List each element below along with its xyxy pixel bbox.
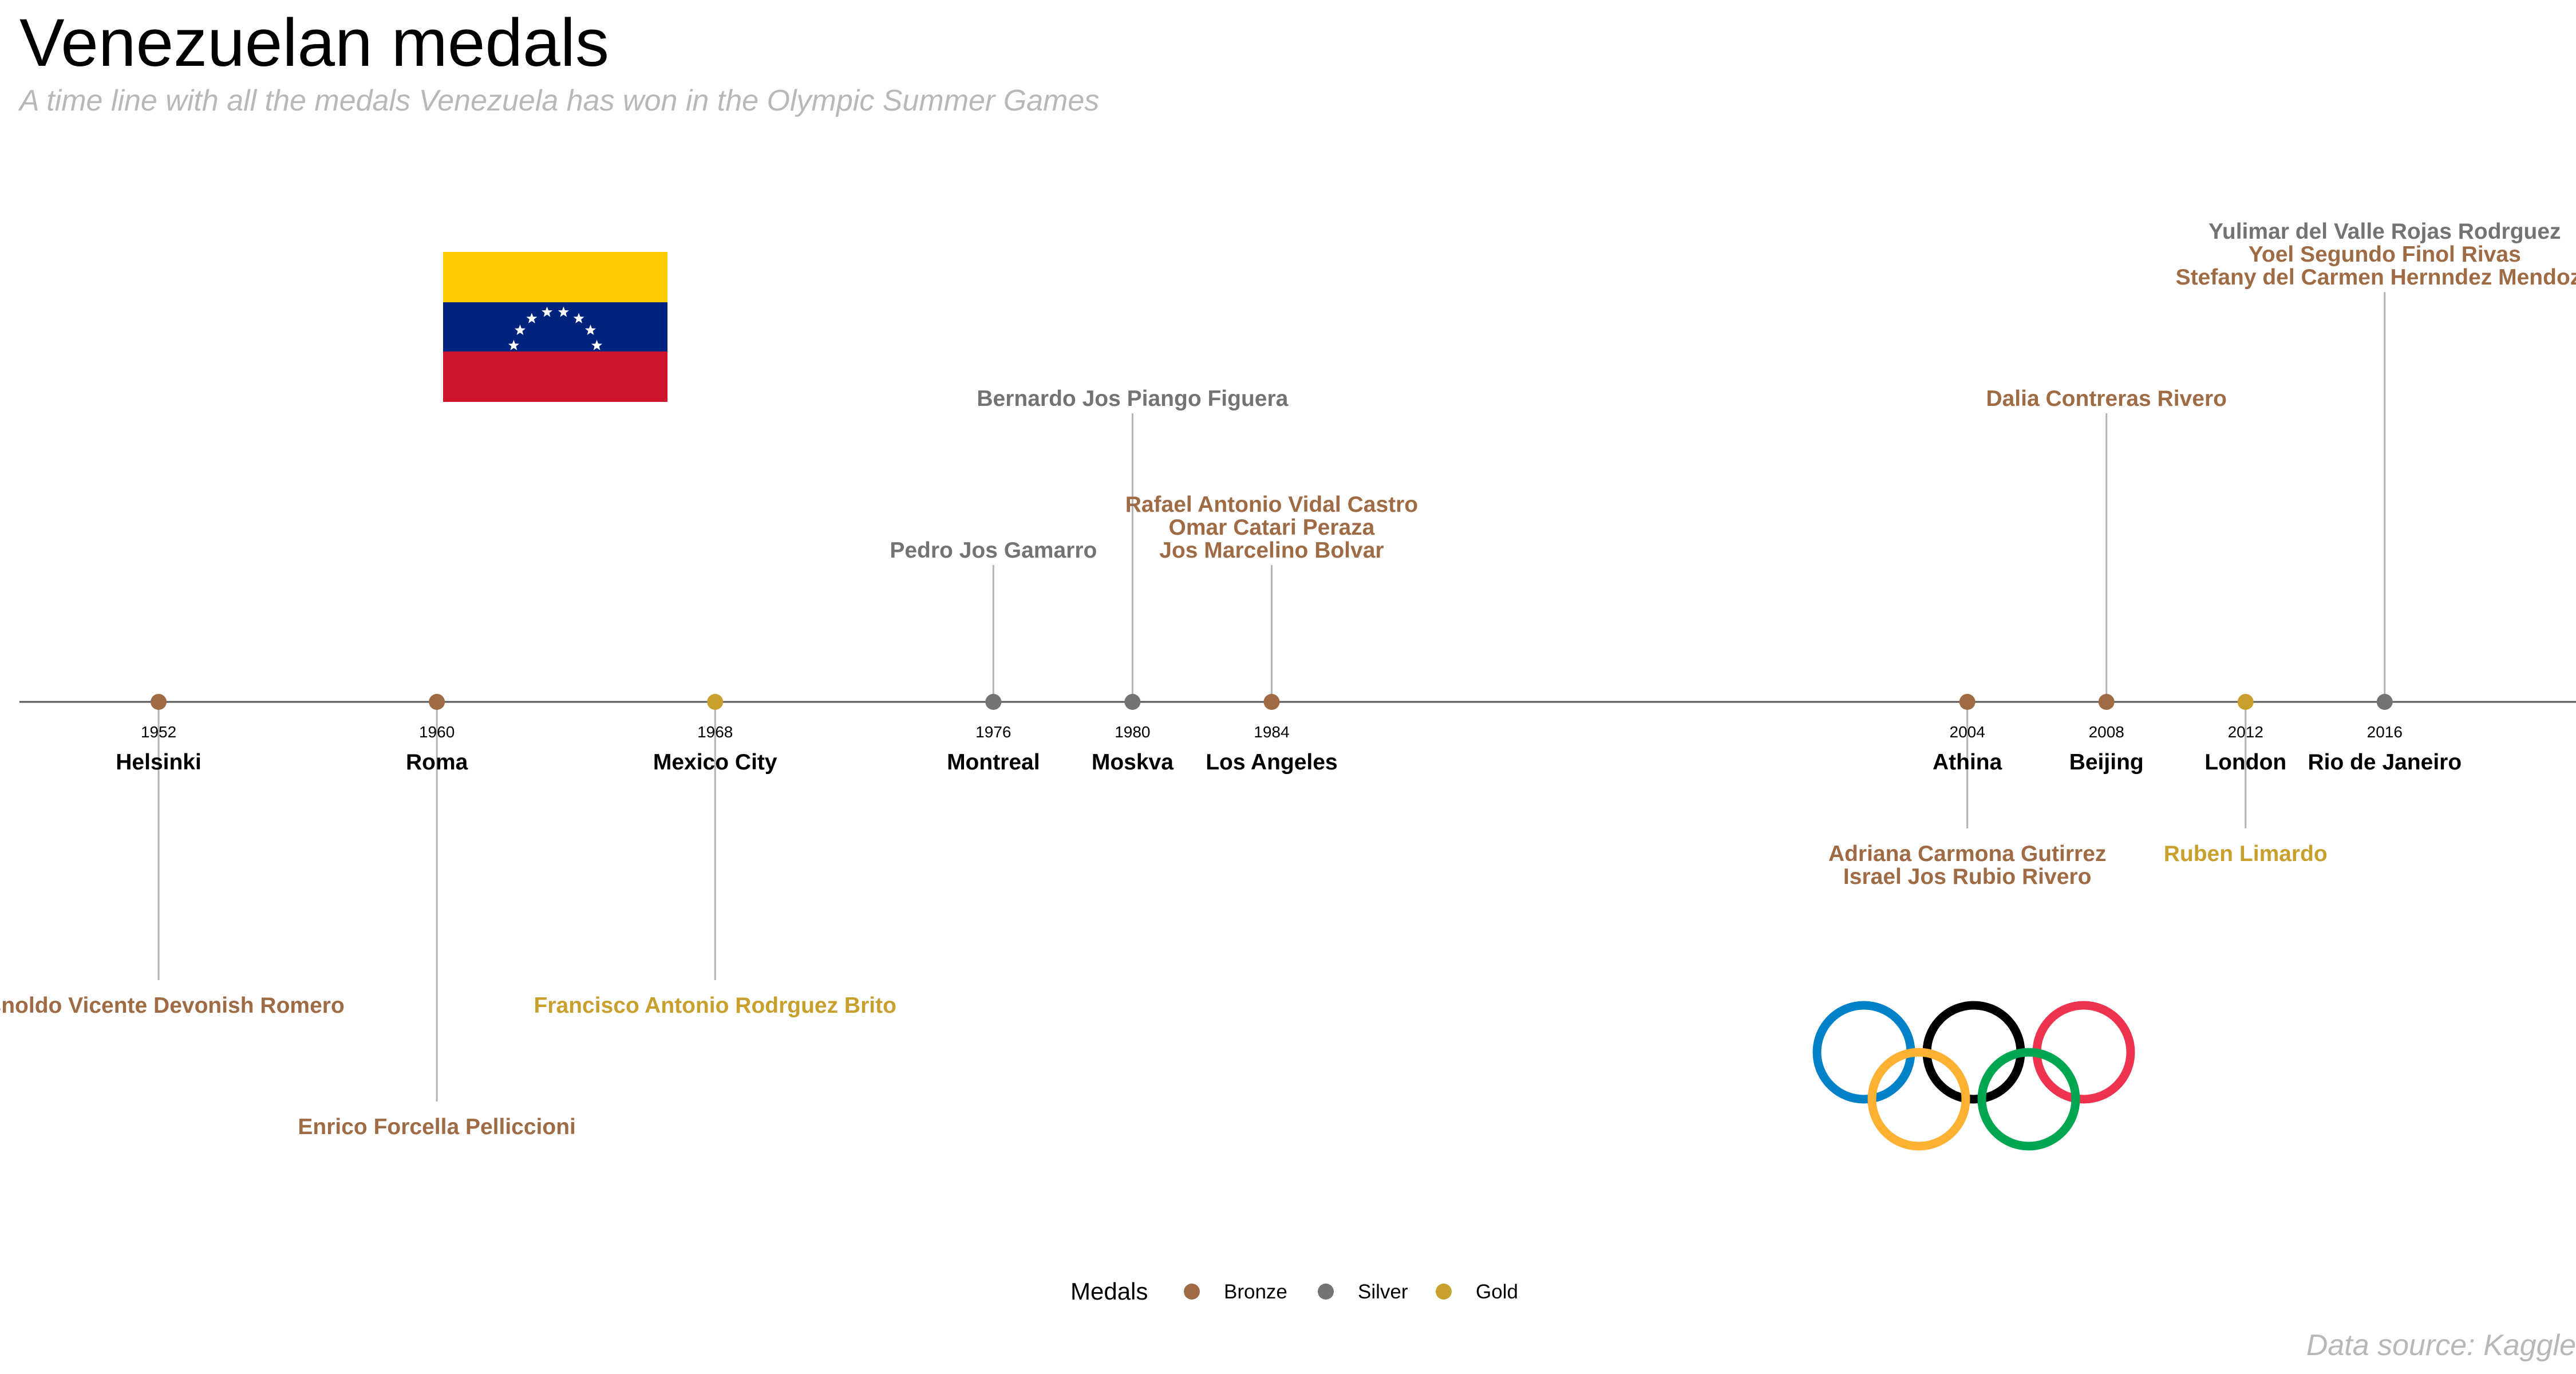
medal-point [1959, 694, 1976, 710]
medalist-label: Adriana Carmona Gutirrez [1828, 842, 2106, 866]
year-label: 2012 [2228, 723, 2263, 741]
city-label: Helsinki [116, 750, 202, 775]
medalist-label: Francisco Antonio Rodrguez Brito [534, 993, 896, 1018]
medal-point [151, 694, 167, 710]
year-label: 2004 [1950, 723, 1985, 741]
page-subtitle: A time line with all the medals Venezuel… [19, 84, 1100, 117]
year-label: 1984 [1254, 723, 1289, 741]
flag-star [591, 339, 603, 350]
city-label: London [2204, 750, 2286, 775]
city-label: Moskva [1092, 750, 1174, 775]
medalist-label: Dalia Contreras Rivero [1986, 386, 2227, 411]
legend-swatch [1318, 1284, 1334, 1300]
medalist-label: Bernardo Jos Piango Figuera [977, 386, 1288, 411]
medalist-label: Ruben Limardo [2164, 842, 2328, 866]
olympic-rings-icon [1812, 1001, 2135, 1151]
medalist-label: Yulimar del Valle Rojas Rodrguez [2208, 219, 2561, 244]
year-label: 1976 [975, 723, 1011, 741]
flag-star [558, 306, 569, 317]
year-label: 2008 [2089, 723, 2124, 741]
data-source-caption: Data source: Kaggle [2306, 1329, 2576, 1362]
medal-point [429, 694, 445, 710]
medal-point [985, 694, 1002, 710]
medalist-label: Yoel Segundo Finol Rivas [2249, 242, 2521, 267]
city-label: Athina [1933, 750, 2002, 775]
flag-star [515, 324, 526, 335]
medal-point [1263, 694, 1280, 710]
flag-star [573, 313, 584, 323]
legend: Medals Bronze Silver Gold [1070, 1278, 1518, 1305]
medalist-label: Asnoldo Vicente Devonish Romero [0, 993, 345, 1018]
legend-swatch [1184, 1284, 1200, 1300]
medal-point [2376, 694, 2393, 710]
medal-point [2237, 694, 2254, 710]
city-label: Beijing [2069, 750, 2144, 775]
flag-star [508, 339, 519, 350]
legend-item-label: Gold [1476, 1281, 1518, 1303]
legend-title: Medals [1070, 1278, 1148, 1305]
flag-star [585, 324, 596, 335]
medalist-label: Israel Jos Rubio Rivero [1843, 864, 2091, 889]
venezuela-flag-icon [443, 252, 667, 402]
city-label: Roma [406, 750, 468, 775]
city-label: Montreal [947, 750, 1040, 775]
medal-point [1124, 694, 1141, 710]
medalist-label: Enrico Forcella Pelliccioni [298, 1115, 576, 1139]
medalist-label: Pedro Jos Gamarro [890, 538, 1097, 563]
year-label: 2016 [2367, 723, 2403, 741]
flag-star [526, 313, 538, 323]
medal-point [707, 694, 724, 710]
flag-star [542, 306, 553, 317]
medal-point [2098, 694, 2115, 710]
legend-swatch [1436, 1284, 1452, 1300]
legend-item-label: Silver [1358, 1281, 1408, 1303]
city-label: Rio de Janeiro [2308, 750, 2462, 775]
legend-item-label: Bronze [1224, 1281, 1287, 1303]
city-label: Mexico City [653, 750, 777, 775]
medalist-label: Jos Marcelino Bolvar [1159, 538, 1384, 563]
year-label: 1952 [141, 723, 176, 741]
medalist-label: Omar Catari Peraza [1168, 515, 1374, 540]
page-title: Venezuelan medals [19, 5, 609, 81]
year-label: 1980 [1115, 723, 1150, 741]
medalist-label: Rafael Antonio Vidal Castro [1125, 492, 1418, 517]
year-label: 1968 [697, 723, 733, 741]
city-label: Los Angeles [1206, 750, 1337, 775]
year-label: 1960 [419, 723, 455, 741]
medalist-label: Stefany del Carmen Hernndez Mendoza [2176, 265, 2576, 290]
